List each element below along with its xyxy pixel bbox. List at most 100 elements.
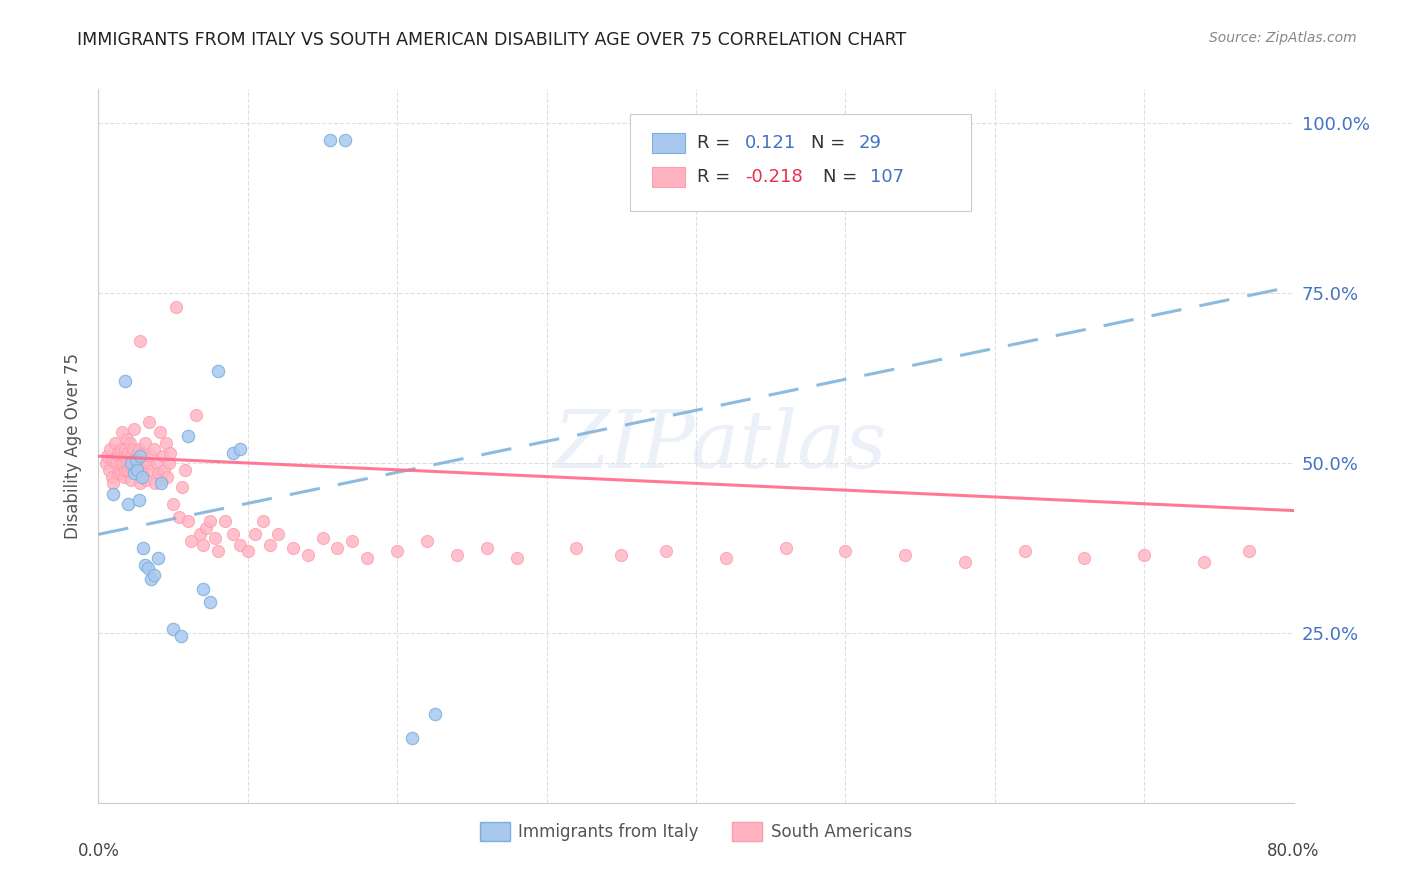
Point bbox=[115, 456, 138, 470]
Text: N =: N = bbox=[823, 168, 863, 186]
Point bbox=[124, 459, 146, 474]
Point bbox=[143, 476, 166, 491]
Point bbox=[1237, 544, 1260, 558]
Point bbox=[191, 537, 214, 551]
Point bbox=[333, 133, 356, 147]
Y-axis label: Disability Age Over 75: Disability Age Over 75 bbox=[65, 353, 83, 539]
Point bbox=[714, 551, 737, 566]
Point bbox=[229, 442, 252, 457]
Point bbox=[188, 527, 211, 541]
Point bbox=[129, 476, 152, 491]
Point bbox=[319, 133, 342, 147]
Point bbox=[401, 731, 423, 746]
Point bbox=[124, 422, 146, 436]
Point bbox=[142, 442, 165, 457]
Point bbox=[134, 558, 156, 572]
Text: N =: N = bbox=[811, 134, 851, 152]
Point bbox=[132, 446, 155, 460]
Point bbox=[104, 435, 127, 450]
Point bbox=[98, 442, 122, 457]
Point bbox=[132, 541, 155, 555]
Point bbox=[311, 531, 333, 545]
Point bbox=[111, 425, 134, 440]
Point bbox=[108, 463, 131, 477]
Point bbox=[200, 595, 222, 609]
Text: 0.121: 0.121 bbox=[745, 134, 796, 152]
Point bbox=[200, 514, 222, 528]
Point bbox=[281, 541, 304, 555]
Point bbox=[267, 527, 290, 541]
Point bbox=[107, 466, 129, 480]
Point bbox=[139, 572, 162, 586]
Point bbox=[162, 497, 184, 511]
Text: -0.218: -0.218 bbox=[745, 168, 803, 186]
Point bbox=[128, 459, 150, 474]
Point bbox=[136, 456, 159, 470]
Point bbox=[152, 449, 174, 463]
Point bbox=[385, 544, 409, 558]
Point bbox=[834, 544, 856, 558]
Point bbox=[120, 456, 142, 470]
Point bbox=[150, 473, 173, 487]
Point bbox=[138, 415, 160, 429]
Legend: Immigrants from Italy, South Americans: Immigrants from Italy, South Americans bbox=[474, 815, 918, 848]
Point bbox=[127, 452, 149, 467]
Point bbox=[114, 442, 136, 457]
Point bbox=[155, 435, 177, 450]
Point bbox=[169, 629, 191, 643]
Point bbox=[423, 707, 446, 722]
Point bbox=[103, 476, 125, 491]
Point bbox=[259, 537, 281, 551]
Point bbox=[118, 459, 141, 474]
FancyBboxPatch shape bbox=[630, 114, 972, 211]
Point bbox=[953, 555, 976, 569]
Point bbox=[148, 551, 170, 566]
Point bbox=[112, 449, 135, 463]
Point bbox=[1014, 544, 1036, 558]
Point bbox=[120, 449, 142, 463]
Point bbox=[125, 449, 148, 463]
Point bbox=[184, 409, 207, 423]
Point bbox=[655, 544, 678, 558]
Point bbox=[172, 480, 194, 494]
Point bbox=[121, 452, 143, 467]
Text: 29: 29 bbox=[859, 134, 882, 152]
Point bbox=[128, 442, 150, 457]
Text: Source: ZipAtlas.com: Source: ZipAtlas.com bbox=[1209, 31, 1357, 45]
Point bbox=[177, 514, 200, 528]
Point bbox=[150, 476, 173, 491]
Text: 0.0%: 0.0% bbox=[77, 842, 120, 860]
Text: 80.0%: 80.0% bbox=[1267, 842, 1320, 860]
Point bbox=[297, 548, 319, 562]
Point bbox=[236, 544, 259, 558]
Point bbox=[139, 449, 162, 463]
Point bbox=[101, 469, 124, 483]
Point bbox=[446, 548, 468, 562]
Point bbox=[1073, 551, 1095, 566]
Text: 107: 107 bbox=[870, 168, 904, 186]
Point bbox=[125, 463, 148, 477]
Point bbox=[165, 300, 187, 314]
Text: ZIPatlas: ZIPatlas bbox=[553, 408, 887, 484]
Point bbox=[117, 463, 139, 477]
Point bbox=[127, 463, 149, 477]
Point bbox=[162, 623, 184, 637]
Point bbox=[129, 334, 152, 348]
Point bbox=[110, 466, 132, 480]
Point bbox=[195, 520, 218, 534]
Point bbox=[134, 435, 156, 450]
Text: R =: R = bbox=[697, 168, 737, 186]
Point bbox=[105, 456, 128, 470]
Text: IMMIGRANTS FROM ITALY VS SOUTH AMERICAN DISABILITY AGE OVER 75 CORRELATION CHART: IMMIGRANTS FROM ITALY VS SOUTH AMERICAN … bbox=[77, 31, 907, 49]
Point bbox=[167, 510, 190, 524]
Point bbox=[145, 456, 167, 470]
Point bbox=[129, 449, 152, 463]
Point bbox=[103, 452, 125, 467]
Point bbox=[894, 548, 917, 562]
Point bbox=[416, 534, 439, 549]
Point bbox=[229, 537, 252, 551]
Point bbox=[610, 548, 633, 562]
Point bbox=[1192, 555, 1215, 569]
Point bbox=[207, 364, 229, 378]
Point bbox=[775, 541, 797, 555]
